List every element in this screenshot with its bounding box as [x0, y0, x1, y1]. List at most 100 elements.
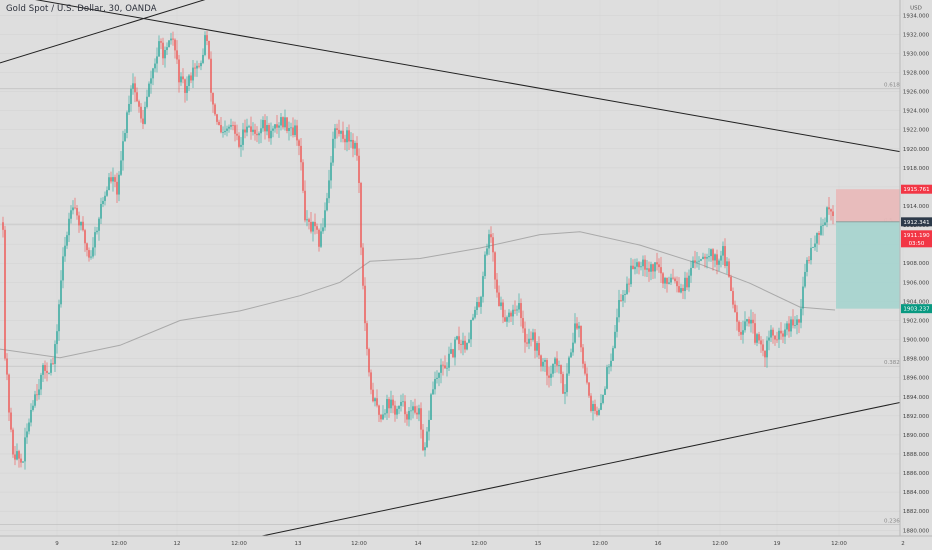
candle-body [592, 403, 594, 411]
candle-body [830, 209, 832, 212]
candle-body [666, 277, 668, 284]
price-tick-label: 1906.000 [903, 280, 930, 286]
candle-body [36, 394, 38, 396]
candle-body [742, 330, 744, 335]
stop-loss-zone [836, 189, 900, 222]
candle-body [464, 340, 466, 350]
moving-average-line [0, 231, 836, 359]
candle-body [274, 124, 276, 129]
candle-body [632, 265, 634, 270]
candle-body [152, 68, 154, 79]
candle-body [478, 302, 480, 307]
time-axis[interactable]: 9 12:00 12 12:00 13 12:00 14 12:00 15 12:00 16 12:0… [55, 541, 905, 547]
grid-lines [0, 0, 904, 536]
candle-body [204, 35, 206, 55]
candle-body [820, 225, 822, 235]
candle-body [622, 294, 624, 301]
candle-body [282, 117, 284, 128]
candle-body [672, 277, 674, 279]
candle-body [360, 182, 362, 248]
candle-body [164, 50, 166, 59]
candle-body [156, 56, 158, 64]
price-label-text: 1903.237 [903, 307, 930, 313]
candle-body [70, 210, 72, 219]
candle-body [562, 374, 564, 394]
candle-body [424, 447, 426, 451]
candle-body [18, 451, 20, 459]
candle-body [726, 261, 728, 267]
candle-body [24, 437, 26, 462]
candle-body [154, 63, 156, 69]
candle-body [264, 120, 266, 132]
candle-body [474, 309, 476, 318]
time-tick-label: 12:00 [712, 541, 728, 547]
candle-body [486, 248, 488, 255]
candle-body [624, 293, 626, 295]
candle-body [198, 65, 200, 67]
candle-body [704, 256, 706, 259]
candle-body [374, 398, 376, 402]
candle-body [498, 292, 500, 307]
price-tick-label: 1928.000 [903, 70, 930, 76]
time-tick-label: 19 [774, 541, 781, 547]
candle-body [362, 247, 364, 286]
candle-body [588, 382, 590, 396]
candle-body [626, 283, 628, 294]
time-tick-label: 12:00 [111, 541, 127, 547]
candle-body [266, 125, 268, 132]
trendlines[interactable] [0, 0, 901, 537]
candle-body [322, 227, 324, 232]
candle-body [482, 276, 484, 297]
candle-body [656, 262, 658, 265]
candle-body [750, 319, 752, 324]
candle-body [62, 256, 64, 281]
candle-body [822, 225, 824, 226]
candle-body [550, 373, 552, 378]
candle-body [224, 130, 226, 133]
candle-body [744, 321, 746, 331]
price-label-box [901, 238, 932, 248]
candle-body [192, 67, 194, 81]
candle-body [158, 41, 160, 57]
price-tick-label: 1896.000 [903, 376, 930, 382]
candle-body [10, 412, 12, 430]
candle-body [236, 133, 238, 136]
candle-body [612, 348, 614, 361]
candle-body [776, 339, 778, 341]
price-label-text: 03:50 [909, 241, 925, 247]
candle-body [52, 363, 54, 365]
candle-body [108, 177, 110, 191]
candle-body [570, 352, 572, 358]
candle-body [674, 278, 676, 282]
candle-body [806, 259, 808, 272]
candle-body [670, 277, 672, 283]
candle-body [168, 40, 170, 48]
candle-body [512, 309, 514, 317]
candle-body [178, 59, 180, 83]
candle-body [84, 230, 86, 244]
candle-body [56, 331, 58, 345]
candle-body [186, 86, 188, 93]
candle-body [696, 261, 698, 263]
candle-body [390, 399, 392, 409]
candle-body [346, 130, 348, 143]
candle-body [20, 458, 22, 463]
candle-body [724, 246, 726, 267]
candle-body [488, 234, 490, 249]
candle-body [88, 250, 90, 258]
price-tick-label: 1890.000 [903, 433, 930, 439]
candle-body [504, 317, 506, 322]
candle-body [8, 374, 10, 413]
candle-body [660, 267, 662, 274]
candle-body [544, 360, 546, 362]
price-tick-label: 1918.000 [903, 166, 930, 172]
candle-body [568, 357, 570, 374]
candle-body [74, 207, 76, 209]
candle-body [784, 329, 786, 337]
candle-body [736, 312, 738, 322]
candle-body [284, 117, 286, 128]
candle-body [572, 342, 574, 353]
candle-body [380, 414, 382, 420]
candle-body [242, 129, 244, 145]
